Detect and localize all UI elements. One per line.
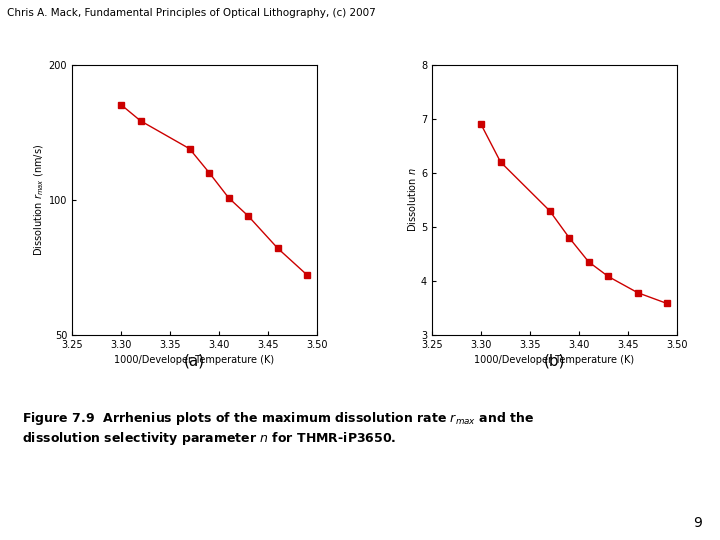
X-axis label: 1000/Developer Temperature (K): 1000/Developer Temperature (K) — [474, 355, 634, 365]
Text: 9: 9 — [693, 516, 702, 530]
Text: Chris A. Mack, Fundamental Principles of Optical Lithography, (c) 2007: Chris A. Mack, Fundamental Principles of… — [7, 8, 376, 18]
Y-axis label: Dissolution $r_{max}$ (nm/s): Dissolution $r_{max}$ (nm/s) — [32, 144, 46, 256]
Text: (a): (a) — [184, 354, 205, 369]
X-axis label: 1000/Developer Temperature (K): 1000/Developer Temperature (K) — [114, 355, 274, 365]
Text: Figure 7.9  Arrhenius plots of the maximum dissolution rate $r_{max}$ and the
di: Figure 7.9 Arrhenius plots of the maximu… — [22, 410, 534, 447]
Text: (b): (b) — [544, 354, 565, 369]
Y-axis label: Dissolution $n$: Dissolution $n$ — [406, 167, 418, 232]
